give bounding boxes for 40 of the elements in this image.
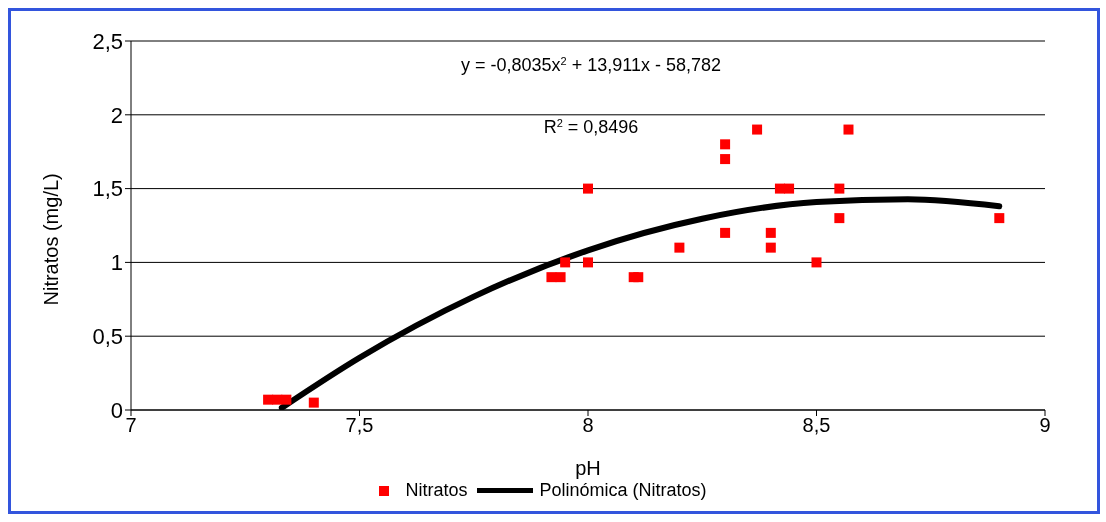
point bbox=[633, 272, 644, 283]
point bbox=[994, 213, 1005, 224]
point bbox=[555, 272, 566, 283]
y-tick-label: 2 bbox=[110, 102, 123, 128]
legend-label: Polinómica (Nitratos) bbox=[539, 480, 707, 501]
point bbox=[752, 124, 763, 135]
point bbox=[281, 394, 292, 405]
point bbox=[308, 397, 319, 408]
x-tick-label: 7 bbox=[125, 414, 137, 437]
y-tick-label: 2,5 bbox=[92, 28, 123, 54]
point bbox=[834, 183, 845, 194]
point bbox=[546, 272, 557, 283]
point bbox=[834, 213, 845, 224]
point bbox=[583, 257, 593, 268]
y-tick-label: 1,5 bbox=[92, 176, 123, 202]
x-tick-label: 9 bbox=[1039, 414, 1051, 437]
annotation: y = -0,8035x$^{2}$ + 13,911x - 58,782 bbox=[461, 55, 721, 75]
y-tick-label: 0 bbox=[110, 397, 123, 423]
x-tick-label: 8,5 bbox=[802, 414, 831, 437]
y-tick-label: 0,5 bbox=[92, 324, 123, 350]
x-tick-label: 7,5 bbox=[345, 414, 374, 437]
point bbox=[674, 242, 685, 253]
point bbox=[765, 227, 776, 238]
point bbox=[765, 242, 776, 253]
point bbox=[843, 124, 854, 135]
point bbox=[720, 154, 731, 165]
annotation: R$^{2}$ = 0,8496 bbox=[543, 117, 639, 137]
point bbox=[784, 183, 795, 194]
x-axis-title: pH bbox=[575, 457, 601, 479]
y-axis-title: Nitratos (mg/L) bbox=[40, 173, 63, 306]
point bbox=[560, 257, 571, 268]
point bbox=[720, 227, 731, 238]
point bbox=[583, 183, 593, 194]
point bbox=[720, 139, 731, 150]
y-tick-label: 1 bbox=[110, 250, 123, 276]
legend-label: Nitratos bbox=[405, 480, 468, 501]
point bbox=[774, 183, 785, 194]
x-tick-label: 8 bbox=[582, 414, 594, 437]
point bbox=[811, 257, 822, 268]
point bbox=[263, 394, 274, 405]
